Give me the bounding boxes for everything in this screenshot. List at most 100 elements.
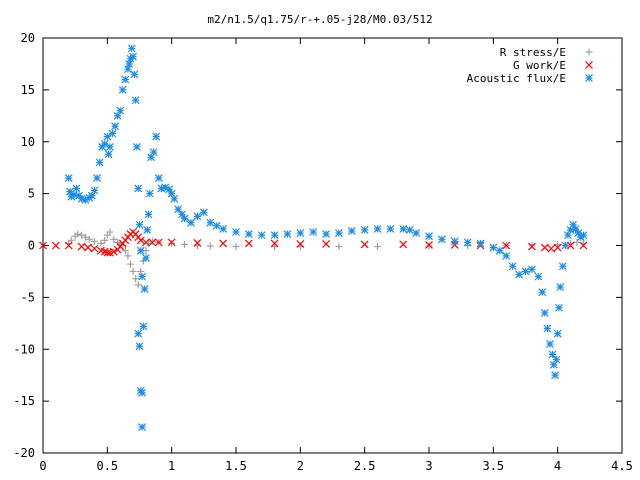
data-point [206,218,215,227]
legend-label: G work/E [513,59,566,72]
data-point [81,233,89,241]
data-point [142,254,150,262]
data-point [399,240,408,249]
x-tick-label: 4.5 [611,459,633,473]
data-point [39,241,47,250]
data-point [540,243,549,252]
data-point [152,132,161,141]
data-point [106,228,114,236]
data-point [51,241,60,250]
data-point [212,221,221,230]
data-point [374,243,382,251]
legend-label: R stress/E [500,46,566,59]
data-point [138,423,146,431]
data-point [521,267,530,276]
data-point [270,231,279,240]
data-point [425,232,433,241]
data-point [72,184,81,193]
data-point [85,235,93,243]
data-point [93,174,101,182]
data-point [450,237,459,246]
data-point [450,241,459,249]
x-tick-label: 2.5 [354,459,376,473]
data-point [154,174,163,182]
plot-axes: 0 0.5 1 1.5 2 2.5 3 3.5 4 4.5 20 15 10 5 0 -5 -10 -15 -20 [13,31,633,473]
data-point [232,243,240,251]
data-point [129,267,137,275]
x-tick-label: 1 [168,459,175,473]
data-point [193,238,202,247]
y-tick-label: -10 [13,342,35,356]
data-point [84,243,92,252]
chart-title: m2/n1.5/q1.75/r-+.05-j28/M0.03/512 [207,13,432,26]
data-point [149,148,158,157]
data-point [136,246,145,255]
data-point [360,226,369,234]
data-point [360,240,369,249]
data-point [135,342,144,351]
data-point [138,388,146,397]
x-tick-label: 0 [39,459,46,473]
data-point [143,226,152,234]
data-point [187,218,195,227]
data-point [132,275,140,283]
data-point [74,230,82,238]
data-point [555,303,563,312]
data-point [579,231,588,240]
data-point [104,150,113,159]
data-point [296,240,305,248]
data-point [145,189,154,198]
data-point [322,230,330,239]
data-point [437,235,446,244]
legend-marker [585,48,593,56]
data-point [561,241,570,250]
data-point [148,237,156,245]
data-point [558,262,567,271]
data-point [399,224,408,233]
data-point [534,272,543,281]
y-tick-label: 15 [21,83,35,97]
y-tick-label: -5 [21,290,35,304]
data-point [181,240,189,248]
data-point [121,75,130,84]
data-point [64,241,73,250]
data-point [548,350,557,359]
data-point [109,247,118,256]
x-tick-label: 4 [554,459,561,473]
data-point [90,186,99,195]
y-tick-label: 5 [28,187,35,201]
data-point [180,214,189,223]
data-point [167,238,176,247]
y-tick-label: 0 [28,239,35,253]
data-point [553,329,562,338]
x-tick-label: 3.5 [482,459,504,473]
data-point [296,229,305,237]
data-points [39,44,588,431]
y-tick-label: 20 [21,31,35,45]
x-tick-label: 0.5 [96,459,118,473]
data-point [528,242,536,251]
data-point [540,309,549,317]
data-point [121,247,129,255]
data-point [144,210,153,219]
data-point [489,243,498,252]
data-point [110,235,118,243]
data-point [136,236,145,245]
data-point [425,241,433,249]
data-point [148,238,157,247]
data-point [219,224,228,233]
data-point [108,129,117,138]
data-point [103,248,112,257]
data-point [95,158,104,167]
y-tick-label: -15 [13,394,35,408]
data-point [508,262,517,271]
data-point [244,230,253,239]
data-point [137,267,145,275]
data-point [118,85,127,94]
data-point [131,96,140,105]
data-point [64,174,73,182]
data-point [335,243,343,251]
data-point [270,239,279,248]
data-point [123,65,132,74]
data-point [219,239,228,248]
